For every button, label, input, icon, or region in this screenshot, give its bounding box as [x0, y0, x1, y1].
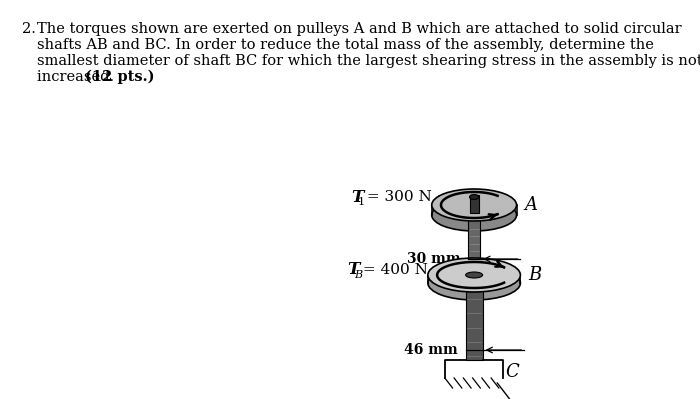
- Text: = 400 N · m: = 400 N · m: [358, 263, 456, 277]
- Text: B: B: [354, 270, 362, 280]
- Text: smallest diameter of shaft BC for which the largest shearing stress in the assem: smallest diameter of shaft BC for which …: [37, 54, 700, 68]
- Text: The torques shown are exerted on pulleys A and B which are attached to solid cir: The torques shown are exerted on pulleys…: [37, 22, 682, 36]
- Ellipse shape: [432, 189, 517, 221]
- Ellipse shape: [428, 258, 520, 292]
- Bar: [468, 210, 480, 270]
- Text: 2.: 2.: [22, 22, 36, 36]
- Text: A: A: [524, 196, 538, 214]
- Ellipse shape: [470, 194, 479, 200]
- Ellipse shape: [466, 272, 482, 278]
- Text: 1: 1: [358, 197, 365, 207]
- Text: = 300 N · m: = 300 N · m: [362, 190, 461, 204]
- Text: 46 mm: 46 mm: [404, 343, 458, 357]
- Text: T: T: [347, 261, 359, 279]
- Text: shafts AB and BC. In order to reduce the total mass of the assembly, determine t: shafts AB and BC. In order to reduce the…: [37, 38, 654, 52]
- Ellipse shape: [432, 199, 517, 231]
- Text: T: T: [351, 188, 363, 205]
- Ellipse shape: [428, 266, 520, 300]
- Text: 30 mm: 30 mm: [407, 252, 461, 266]
- Text: B: B: [528, 266, 541, 284]
- Text: increased.: increased.: [37, 70, 119, 84]
- Text: (12 pts.): (12 pts.): [85, 70, 154, 85]
- Bar: [466, 281, 482, 360]
- Text: C: C: [506, 363, 519, 381]
- Bar: [470, 195, 479, 213]
